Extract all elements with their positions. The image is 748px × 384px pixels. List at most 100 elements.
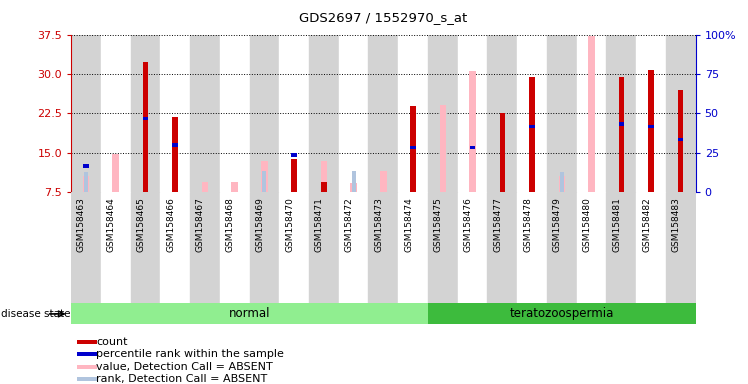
Bar: [250, 35, 279, 192]
Bar: [77, 352, 97, 356]
Text: GSM158469: GSM158469: [255, 197, 264, 252]
Bar: [101, 192, 131, 303]
Bar: [101, 35, 131, 192]
Bar: [220, 35, 250, 192]
Bar: [190, 192, 220, 303]
Bar: [309, 35, 339, 192]
Bar: [279, 192, 309, 303]
Bar: [160, 35, 190, 192]
Text: GSM158471: GSM158471: [315, 197, 324, 252]
Bar: [607, 35, 636, 192]
Text: GSM158474: GSM158474: [404, 197, 413, 252]
Bar: [577, 192, 607, 303]
Bar: [143, 62, 148, 192]
Text: GSM158467: GSM158467: [196, 197, 205, 252]
Bar: [112, 154, 119, 192]
Bar: [469, 71, 476, 192]
Bar: [458, 35, 488, 192]
Bar: [470, 146, 475, 149]
Text: teratozoospermia: teratozoospermia: [509, 308, 614, 320]
Bar: [350, 183, 357, 192]
Bar: [250, 192, 279, 303]
Bar: [398, 35, 428, 192]
Text: GSM158463: GSM158463: [77, 197, 86, 252]
Bar: [352, 171, 356, 192]
Bar: [160, 192, 190, 303]
Bar: [636, 35, 666, 192]
Text: count: count: [96, 336, 128, 347]
Bar: [71, 303, 428, 324]
Text: GSM158482: GSM158482: [642, 197, 651, 252]
Text: GSM158477: GSM158477: [494, 197, 503, 252]
Bar: [649, 70, 654, 192]
Bar: [428, 35, 458, 192]
Bar: [488, 192, 517, 303]
Bar: [547, 192, 577, 303]
Bar: [83, 176, 89, 192]
Bar: [517, 35, 547, 192]
Bar: [190, 35, 220, 192]
Bar: [143, 117, 148, 120]
Text: GSM158473: GSM158473: [374, 197, 383, 252]
Bar: [77, 364, 97, 369]
Bar: [77, 377, 97, 381]
Bar: [588, 36, 595, 192]
Bar: [71, 35, 101, 192]
Bar: [636, 192, 666, 303]
Bar: [131, 35, 160, 192]
Bar: [202, 182, 208, 192]
Bar: [500, 113, 505, 192]
Bar: [220, 192, 250, 303]
Bar: [666, 192, 696, 303]
Bar: [411, 106, 416, 192]
Bar: [309, 192, 339, 303]
Bar: [488, 35, 517, 192]
Bar: [649, 124, 654, 128]
Bar: [380, 171, 387, 192]
Bar: [279, 35, 309, 192]
Bar: [619, 76, 624, 192]
Bar: [339, 192, 369, 303]
Text: GSM158476: GSM158476: [464, 197, 473, 252]
Bar: [428, 303, 696, 324]
Text: disease state: disease state: [1, 309, 70, 319]
Text: percentile rank within the sample: percentile rank within the sample: [96, 349, 284, 359]
Text: GSM158479: GSM158479: [553, 197, 562, 252]
Bar: [411, 146, 416, 149]
Bar: [547, 35, 577, 192]
Text: rank, Detection Call = ABSENT: rank, Detection Call = ABSENT: [96, 374, 267, 384]
Bar: [173, 117, 178, 192]
Bar: [369, 35, 398, 192]
Text: GSM158464: GSM158464: [107, 197, 116, 252]
Bar: [428, 192, 458, 303]
Bar: [398, 192, 428, 303]
Text: GSM158478: GSM158478: [523, 197, 532, 252]
Bar: [678, 90, 684, 192]
Bar: [77, 339, 97, 344]
Text: GSM158466: GSM158466: [166, 197, 175, 252]
Bar: [560, 172, 564, 192]
Bar: [263, 171, 266, 192]
Text: GSM158470: GSM158470: [285, 197, 294, 252]
Bar: [517, 192, 547, 303]
Bar: [231, 182, 238, 192]
Text: GSM158475: GSM158475: [434, 197, 443, 252]
Text: GSM158481: GSM158481: [613, 197, 622, 252]
Text: GSM158465: GSM158465: [136, 197, 145, 252]
Bar: [84, 172, 88, 192]
Bar: [321, 182, 327, 192]
Bar: [261, 161, 268, 192]
Bar: [577, 35, 607, 192]
Bar: [369, 192, 398, 303]
Bar: [173, 143, 178, 147]
Text: normal: normal: [229, 308, 270, 320]
Bar: [339, 35, 369, 192]
Bar: [292, 159, 297, 192]
Bar: [71, 192, 101, 303]
Bar: [678, 138, 684, 141]
Text: GSM158483: GSM158483: [672, 197, 681, 252]
Bar: [83, 164, 88, 167]
Bar: [530, 124, 535, 128]
Bar: [131, 192, 160, 303]
Bar: [530, 76, 535, 192]
